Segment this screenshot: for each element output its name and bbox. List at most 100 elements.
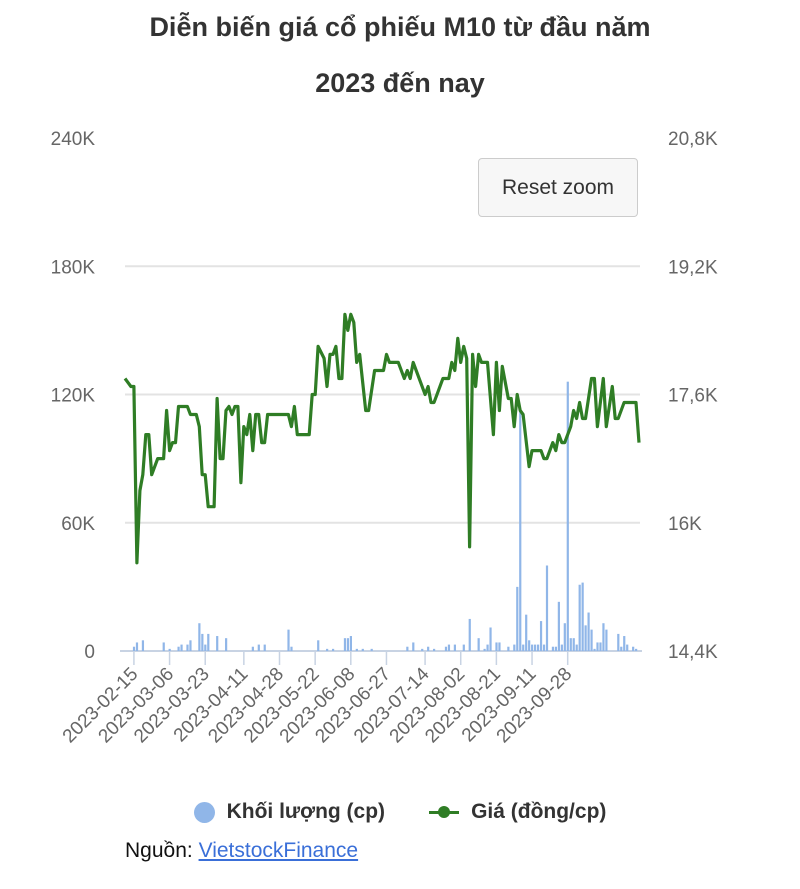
- volume-bar: [593, 648, 596, 651]
- volume-bar: [584, 625, 587, 651]
- y-left-tick-label: 180K: [51, 257, 96, 278]
- volume-bar: [361, 648, 364, 651]
- price-line: [123, 312, 641, 565]
- volume-bar: [516, 586, 519, 651]
- volume-bar: [572, 638, 575, 651]
- volume-bar: [346, 638, 350, 651]
- volume-legend-icon: [193, 801, 215, 823]
- volume-bar: [189, 640, 192, 651]
- volume-bar: [551, 646, 555, 651]
- volume-bar: [534, 644, 537, 651]
- legend-volume-label: Khối lượng (cp): [226, 800, 386, 823]
- volume-bar: [207, 633, 210, 651]
- volume-bar: [427, 646, 430, 651]
- volume-bar: [486, 644, 489, 651]
- y-left-tick-label: 60K: [61, 514, 95, 535]
- volume-bar: [343, 638, 347, 651]
- volume-bar: [617, 633, 620, 651]
- legend-item-volume[interactable]: Khối lượng (cp): [193, 800, 386, 824]
- reset-zoom-button[interactable]: Reset zoom: [478, 158, 638, 217]
- volume-bar: [575, 644, 578, 651]
- legend-price-label: Giá (đồng/cp): [471, 800, 607, 823]
- legend-item-price[interactable]: Giá (đồng/cp): [429, 800, 606, 824]
- volume-bar: [498, 642, 501, 651]
- volume-bar: [620, 646, 623, 651]
- y-right-tick-label: 16K: [668, 514, 702, 535]
- y-left-tick-label: 0: [84, 642, 95, 663]
- source-prefix: Nguồn:: [125, 839, 193, 862]
- volume-bar: [355, 648, 358, 651]
- volume-bar: [177, 646, 180, 651]
- volume-bar: [560, 644, 563, 651]
- volume-bar: [168, 648, 171, 651]
- volume-bar: [186, 644, 189, 651]
- volume-bar: [635, 648, 638, 651]
- volume-bar: [507, 646, 510, 651]
- volume-bar: [566, 381, 569, 651]
- volume-bar: [406, 646, 409, 651]
- volume-bar: [581, 582, 584, 651]
- y-right-tick-label: 20,8K: [668, 129, 718, 150]
- volume-bar: [462, 644, 465, 651]
- volume-bar: [287, 629, 290, 651]
- volume-bar: [525, 614, 528, 651]
- volume-bar: [545, 565, 549, 651]
- volume-bar: [204, 644, 207, 651]
- volume-bar: [412, 642, 415, 651]
- volume-bar: [162, 642, 165, 651]
- source-credit: Nguồn: VietstockFinance: [125, 839, 358, 863]
- volume-bar: [317, 640, 320, 651]
- volume-bar: [132, 646, 136, 651]
- volume-bar: [596, 642, 599, 651]
- volume-bar: [225, 638, 228, 651]
- volume-bar: [587, 612, 590, 651]
- volume-bar: [201, 633, 204, 651]
- volume-bar: [477, 638, 480, 651]
- volume-bar: [180, 644, 183, 651]
- y-right-tick-label: 17,6K: [668, 386, 718, 407]
- volume-bar: [539, 621, 543, 651]
- volume-bar: [554, 646, 558, 651]
- volume-bar: [263, 644, 266, 651]
- volume-bar: [522, 644, 525, 651]
- source-link[interactable]: VietstockFinance: [198, 839, 359, 862]
- chart-title-line1: Diễn biến giá cổ phiếu M10 từ đầu năm: [149, 12, 651, 42]
- volume-bar: [326, 648, 329, 651]
- volume-bar: [495, 642, 498, 651]
- volume-bar: [432, 648, 436, 651]
- volume-bar: [542, 644, 546, 651]
- chart-title-line2: 2023 đến nay: [315, 68, 485, 98]
- volume-bar: [528, 640, 531, 651]
- volume-bar: [135, 642, 139, 651]
- price-legend-icon: [429, 802, 460, 822]
- volume-bar: [141, 640, 145, 651]
- volume-bar: [421, 648, 424, 651]
- volume-bar: [602, 623, 605, 651]
- volume-bar: [444, 646, 448, 651]
- volume-bar: [569, 638, 572, 651]
- volume-bar: [563, 623, 566, 651]
- volume-bar: [599, 642, 602, 651]
- volume-bar: [632, 646, 635, 651]
- volume-bar: [198, 623, 201, 651]
- volume-bar: [468, 618, 471, 651]
- volume-bar: [453, 644, 456, 651]
- y-left-tick-label: 120K: [51, 386, 96, 407]
- volume-bar: [519, 411, 522, 651]
- volume-bar: [290, 646, 293, 651]
- volume-bar: [531, 644, 534, 651]
- y-left-tick-label: 240K: [51, 129, 96, 150]
- volume-bar: [578, 584, 581, 651]
- volume-bar: [557, 601, 560, 651]
- volume-bar: [370, 648, 373, 651]
- volume-bar: [626, 644, 629, 651]
- volume-bar: [623, 636, 626, 651]
- volume-bar: [605, 629, 608, 651]
- volume-bar: [536, 644, 540, 651]
- volume-bar: [513, 644, 516, 651]
- volume-bar: [489, 627, 492, 651]
- volume-bar: [483, 648, 486, 651]
- volume-bar: [216, 636, 219, 651]
- volume-bar: [331, 648, 335, 651]
